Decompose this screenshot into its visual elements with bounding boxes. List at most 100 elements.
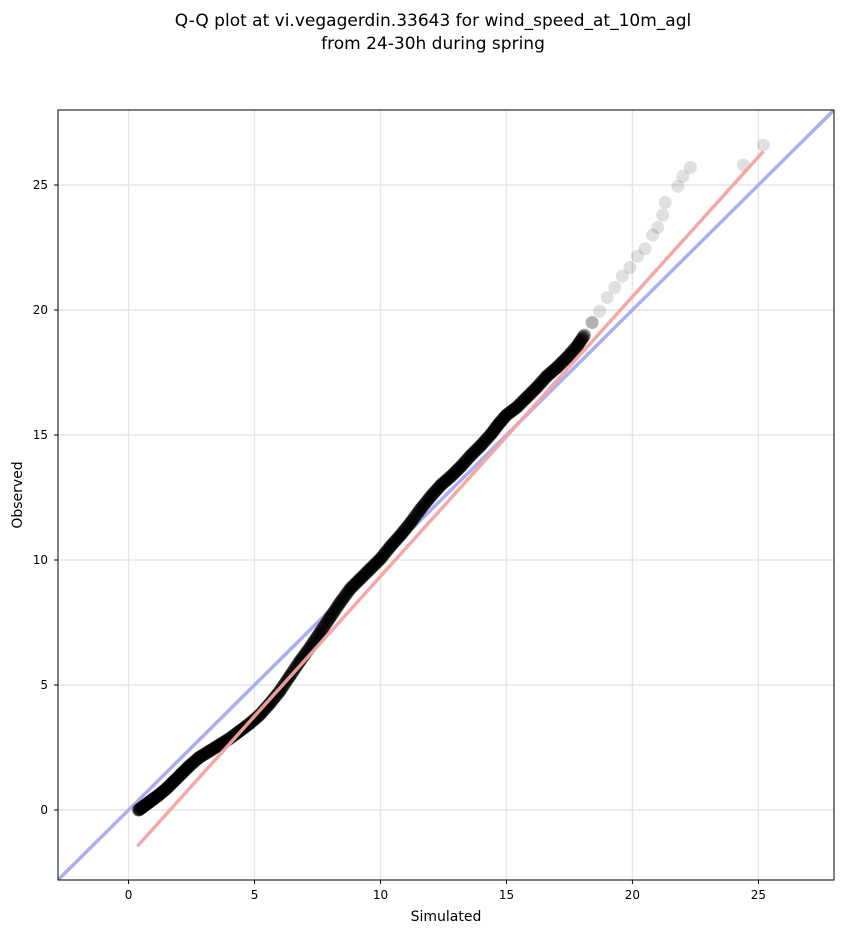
- y-tick-label: 15: [33, 428, 48, 442]
- quantile-point: [474, 438, 488, 452]
- quantile-point: [264, 695, 278, 709]
- quantile-point: [656, 208, 670, 222]
- quantile-point: [445, 468, 459, 482]
- chart-title-line-2: from 24-30h during spring: [321, 34, 545, 54]
- quantile-point: [424, 489, 438, 503]
- quantile-point: [550, 361, 564, 374]
- quantile-point: [531, 379, 545, 393]
- y-tick-label: 10: [33, 553, 48, 567]
- quantile-point: [365, 561, 379, 574]
- quantile-point: [385, 538, 399, 552]
- quantile-point: [638, 242, 652, 256]
- quantile-point: [623, 261, 637, 274]
- quantile-point: [313, 626, 327, 639]
- quantile-point: [615, 269, 629, 283]
- quantile-point: [353, 572, 367, 586]
- chart-title-line-1: Q-Q plot at vi.vegagerdin.33643 for wind…: [175, 11, 691, 31]
- chart-title: Q-Q plot at vi.vegagerdin.33643 for wind…: [175, 11, 691, 54]
- x-tick-label: 25: [751, 888, 766, 902]
- quantile-point: [355, 571, 369, 584]
- x-tick-label: 5: [251, 888, 259, 902]
- quantile-point: [415, 500, 429, 514]
- quantile-point: [426, 486, 440, 500]
- quantile-point: [511, 399, 525, 413]
- quantile-point: [323, 611, 337, 624]
- quantile-point: [316, 622, 330, 636]
- quantile-point: [363, 562, 377, 576]
- quantile-point: [561, 349, 575, 363]
- quantile-point: [570, 339, 584, 353]
- quantile-point: [521, 389, 535, 403]
- quantile-point: [541, 368, 555, 382]
- quantile-point: [317, 620, 331, 634]
- quantile-point: [273, 684, 287, 698]
- quantile-point: [345, 581, 359, 594]
- quantile-point: [572, 336, 586, 350]
- quantile-point: [573, 335, 587, 349]
- quantile-point: [336, 592, 350, 606]
- quantile-point: [571, 338, 585, 352]
- y-tick-label: 25: [33, 178, 48, 192]
- quantile-point: [376, 549, 390, 563]
- quantile-point: [406, 512, 420, 526]
- quantile-point: [183, 758, 197, 772]
- quantile-point: [560, 351, 574, 364]
- quantile-points: [132, 138, 770, 817]
- quantile-point: [756, 138, 770, 152]
- quantile-point: [574, 334, 588, 348]
- quantile-point: [314, 624, 328, 638]
- quantile-point: [585, 316, 599, 329]
- quantile-point: [212, 738, 226, 752]
- y-tick-label: 5: [40, 678, 48, 692]
- quantile-point: [520, 391, 534, 404]
- quantile-point: [434, 478, 448, 492]
- quantile-point: [405, 514, 419, 528]
- quantile-point: [593, 304, 607, 318]
- grid-lines: [58, 110, 834, 880]
- quantile-point: [600, 291, 614, 304]
- quantile-point: [414, 502, 428, 516]
- quantile-point: [333, 596, 347, 609]
- quantile-point: [577, 329, 591, 343]
- quantile-point: [394, 528, 408, 542]
- quantile-point: [465, 447, 479, 461]
- quantile-point: [575, 332, 589, 346]
- x-tick-label: 20: [625, 888, 640, 902]
- quantile-point: [510, 401, 524, 414]
- quantile-point: [373, 552, 387, 566]
- x-tick-label: 15: [499, 888, 514, 902]
- quantile-point: [395, 526, 409, 540]
- x-axis-label: Simulated: [411, 909, 482, 925]
- quantile-point: [608, 281, 622, 294]
- quantile-point: [530, 381, 544, 394]
- y-tick-label: 0: [40, 803, 48, 817]
- quantile-point: [492, 417, 506, 431]
- quantile-point: [425, 488, 439, 502]
- quantile-point: [477, 435, 491, 449]
- quantile-point: [499, 408, 513, 422]
- quantile-point: [658, 196, 672, 209]
- quantile-point: [457, 456, 471, 470]
- quantile-point: [192, 751, 206, 764]
- x-tick-label: 10: [373, 888, 388, 902]
- quantile-point: [343, 582, 357, 596]
- quantile-point: [404, 516, 418, 529]
- quantile-point: [476, 437, 490, 451]
- quantile-point: [540, 369, 554, 383]
- quantile-point: [551, 359, 565, 373]
- quantile-point: [327, 605, 341, 619]
- plot-frame: [57, 109, 835, 881]
- y-tick-label: 20: [33, 303, 48, 317]
- quantile-point: [444, 469, 458, 483]
- quantile-point: [630, 249, 644, 263]
- quantile-point: [375, 550, 389, 564]
- quantile-point: [646, 228, 660, 242]
- quantile-point: [464, 448, 478, 462]
- quantile-point: [576, 331, 590, 345]
- quantile-point: [202, 744, 216, 758]
- quantile-point: [416, 499, 430, 513]
- quantile-point: [676, 169, 690, 183]
- quantile-fit-line: [136, 150, 765, 848]
- plot-area: [58, 110, 834, 880]
